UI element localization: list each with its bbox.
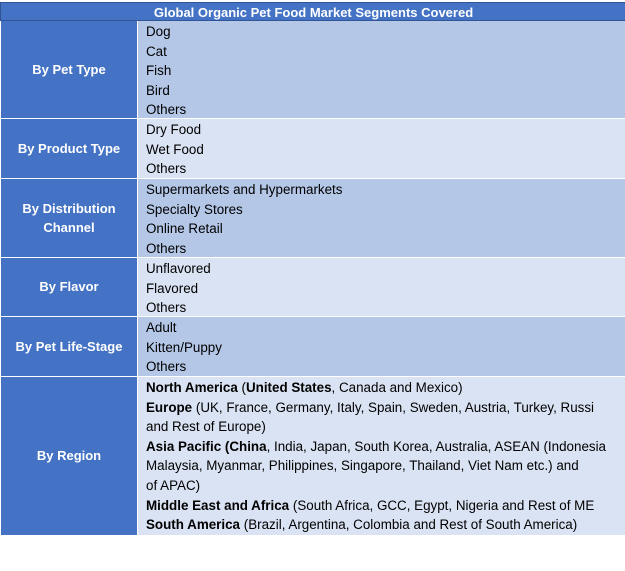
region-country-bold: China bbox=[229, 438, 267, 454]
region-text: , Canada and Mexico) bbox=[331, 380, 463, 395]
segment-item: Others bbox=[146, 240, 187, 256]
segment-item: Others bbox=[146, 102, 187, 118]
region-europe-cont: and Rest of Europe) bbox=[146, 419, 266, 435]
segment-values: Dog Cat Fish Bird Others bbox=[138, 21, 625, 119]
segment-item: Kitten/Puppy bbox=[146, 339, 222, 355]
segment-item: Others bbox=[146, 161, 187, 177]
segment-item: Wet Food bbox=[146, 141, 204, 157]
region-asia-pacific: Asia Pacific (China, India, Japan, South… bbox=[146, 437, 625, 457]
segment-item: Bird bbox=[146, 82, 170, 98]
region-name: North America bbox=[146, 380, 238, 395]
segment-item: Fish bbox=[146, 63, 172, 79]
segment-item: Supermarkets and Hypermarkets bbox=[146, 182, 343, 197]
segment-category: By Pet Type bbox=[1, 21, 137, 119]
segment-item: Unflavored bbox=[146, 261, 211, 276]
segment-row-pet-type: By Pet Type Dog Cat Fish Bird Others bbox=[0, 21, 625, 119]
segment-values: Dry Food Wet Food Others bbox=[138, 119, 625, 179]
segment-row-pet-life-stage: By Pet Life-Stage Adult Kitten/Puppy Oth… bbox=[0, 317, 625, 377]
segment-category: By Product Type bbox=[1, 119, 137, 179]
segment-item: Adult bbox=[146, 320, 177, 335]
region-asia-pacific-cont: of APAC) bbox=[146, 477, 201, 493]
region-name: Middle East and Africa bbox=[146, 497, 290, 513]
segment-row-distribution-channel: By Distribution Channel Supermarkets and… bbox=[0, 179, 625, 258]
segment-values: Unflavored Flavored Others bbox=[138, 258, 625, 317]
region-text: (South Africa, GCC, Egypt, Nigeria and R… bbox=[292, 497, 595, 513]
segment-item: Cat bbox=[146, 43, 167, 59]
segment-values: Adult Kitten/Puppy Others bbox=[138, 317, 625, 377]
segment-category: By Flavor bbox=[1, 258, 137, 317]
region-text: (UK, France, Germany, Italy, Spain, Swed… bbox=[195, 399, 595, 415]
region-text: ( bbox=[237, 380, 246, 395]
region-asia-pacific-cont: Malaysia, Myanmar, Philippines, Singapor… bbox=[146, 458, 579, 474]
segment-item: Others bbox=[146, 300, 187, 316]
segment-category: By Pet Life-Stage bbox=[1, 317, 137, 377]
segment-row-product-type: By Product Type Dry Food Wet Food Others bbox=[0, 119, 625, 179]
segment-item: Online Retail bbox=[146, 221, 223, 237]
region-country-bold: United States bbox=[245, 380, 332, 395]
region-south-america: South America (Brazil, Argentina, Colomb… bbox=[146, 515, 625, 535]
region-europe: Europe (UK, France, Germany, Italy, Spai… bbox=[146, 398, 625, 418]
segment-row-flavor: By Flavor Unflavored Flavored Others bbox=[0, 258, 625, 317]
region-text: , India, Japan, South Korea, Australia, … bbox=[266, 438, 607, 454]
segment-values: Supermarkets and Hypermarkets Specialty … bbox=[138, 179, 625, 258]
segment-category: By Distribution Channel bbox=[1, 179, 137, 258]
segment-row-region: By Region North America (United States, … bbox=[0, 377, 625, 536]
segment-item: Dry Food bbox=[146, 122, 202, 137]
region-name: South America bbox=[146, 517, 241, 533]
segment-item: Dog bbox=[146, 24, 171, 39]
segment-item: Specialty Stores bbox=[146, 201, 243, 217]
segment-values: North America (United States, Canada and… bbox=[138, 377, 625, 536]
table-title: Global Organic Pet Food Market Segments … bbox=[0, 2, 625, 21]
region-name: Asia Pacific ( bbox=[146, 438, 230, 454]
region-north-america: North America (United States, Canada and… bbox=[146, 378, 625, 398]
segment-item: Others bbox=[146, 359, 187, 375]
segment-item: Flavored bbox=[146, 280, 199, 296]
region-text: (Brazil, Argentina, Colombia and Rest of… bbox=[243, 517, 578, 533]
segment-category: By Region bbox=[1, 377, 137, 536]
region-middle-east-africa: Middle East and Africa (South Africa, GC… bbox=[146, 496, 625, 516]
region-name: Europe bbox=[146, 399, 193, 415]
